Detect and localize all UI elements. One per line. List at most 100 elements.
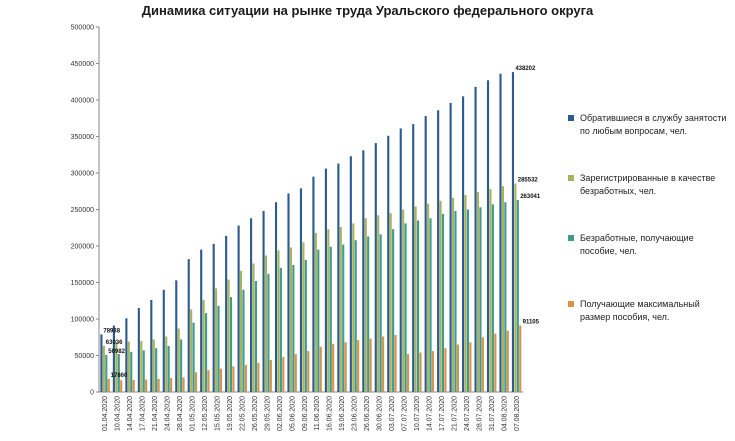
x-tick-label: 10.07.2020 [414, 396, 421, 431]
bar [379, 234, 382, 392]
bar [120, 380, 123, 392]
bar [412, 124, 415, 392]
bar [319, 346, 322, 392]
bar [476, 191, 480, 392]
bar [456, 344, 459, 392]
bar [192, 322, 195, 392]
bar [392, 229, 395, 392]
bar [145, 379, 148, 392]
x-tick-label: 16.06.2020 [327, 396, 334, 431]
bar [100, 334, 103, 392]
bar [491, 204, 494, 392]
bar [294, 354, 297, 392]
bar [152, 339, 155, 392]
bar [219, 368, 223, 392]
bar [339, 227, 342, 392]
bar [451, 197, 455, 392]
bar [194, 372, 198, 392]
legend-label: Обратившиеся в службу занятости по любым… [580, 113, 727, 136]
bar [250, 218, 253, 392]
bar [299, 188, 303, 392]
legend-label: Получающие максимальный размер пособия, … [580, 299, 700, 322]
x-tick-label: 24.07.2020 [464, 396, 471, 431]
bar [117, 354, 120, 392]
x-tick-label: 24.04.2020 [165, 396, 172, 431]
bar [494, 333, 497, 392]
bar [364, 218, 367, 392]
x-tick-label: 01.05.2020 [190, 396, 197, 431]
bar [264, 255, 268, 392]
bar [267, 273, 270, 392]
x-tick-label: 11.06.2020 [314, 396, 321, 431]
bar [489, 189, 492, 392]
legend-swatch [568, 175, 574, 181]
bar [162, 289, 165, 392]
bar [167, 346, 170, 392]
x-tick-label: 01.04.2020 [102, 396, 109, 431]
legend-item: Зарегистрированные в качестве безработны… [568, 172, 730, 198]
y-tick-label: 450000 [71, 61, 94, 68]
bar [449, 102, 452, 393]
x-tick-label: 14.04.2020 [127, 396, 134, 431]
x-tick-label: 26.05.2020 [252, 396, 259, 431]
bar [289, 247, 292, 392]
bar [237, 225, 240, 392]
data-label: 63036 [106, 340, 123, 346]
bar [469, 342, 472, 392]
bar [302, 242, 305, 392]
bar [499, 73, 502, 392]
bar [344, 342, 347, 392]
x-tick-label: 30.06.2020 [377, 396, 384, 431]
x-tick-label: 12.05.2020 [202, 396, 209, 431]
bar [519, 325, 522, 392]
bar [402, 209, 405, 392]
bar [419, 352, 422, 392]
bar [479, 207, 482, 392]
bar [307, 351, 310, 392]
x-tick-label: 14.07.2020 [426, 396, 433, 431]
bar [506, 330, 509, 392]
x-tick-label: 02.06.2020 [277, 396, 284, 431]
bar [269, 359, 272, 392]
bar [406, 354, 410, 392]
bar [257, 362, 260, 392]
bar [454, 210, 457, 392]
bar [429, 218, 432, 392]
bar [200, 249, 203, 392]
bar [292, 264, 295, 392]
bar [102, 345, 105, 392]
bar [464, 194, 467, 392]
x-tick-label: 15.05.2020 [214, 396, 221, 431]
bar [132, 379, 135, 392]
bar [239, 270, 243, 392]
bar [324, 168, 327, 392]
bar [317, 249, 320, 392]
bar [140, 340, 143, 392]
y-tick-label: 150000 [71, 280, 94, 287]
bar [501, 186, 504, 392]
bar [180, 339, 183, 392]
data-label: 50982 [108, 349, 125, 355]
y-tick-label: 100000 [71, 317, 94, 324]
x-tick-label: 21.07.2020 [451, 396, 458, 431]
y-tick-label: 200000 [71, 244, 94, 251]
bar [362, 150, 365, 392]
legend-label: Зарегистрированные в качестве безработны… [580, 173, 716, 196]
y-tick-label: 350000 [71, 134, 94, 141]
x-tick-label: 28.04.2020 [177, 396, 184, 431]
legend-item: Обратившиеся в службу занятости по любым… [568, 112, 730, 138]
y-tick-label: 0 [90, 390, 94, 397]
bar [377, 215, 380, 392]
bar [481, 337, 484, 392]
bar [367, 236, 370, 392]
bar [165, 336, 168, 392]
bar [474, 86, 477, 393]
bar [127, 341, 130, 392]
bar [254, 281, 258, 392]
bar [207, 370, 210, 392]
y-tick-label: 500000 [71, 25, 94, 32]
bar [374, 143, 377, 392]
y-tick-label: 300000 [71, 171, 94, 178]
chart-axes: 0 50000 100000 150000 200000 250000 300000 3500… [71, 25, 523, 431]
x-tick-label: 23.06.2020 [352, 396, 359, 431]
